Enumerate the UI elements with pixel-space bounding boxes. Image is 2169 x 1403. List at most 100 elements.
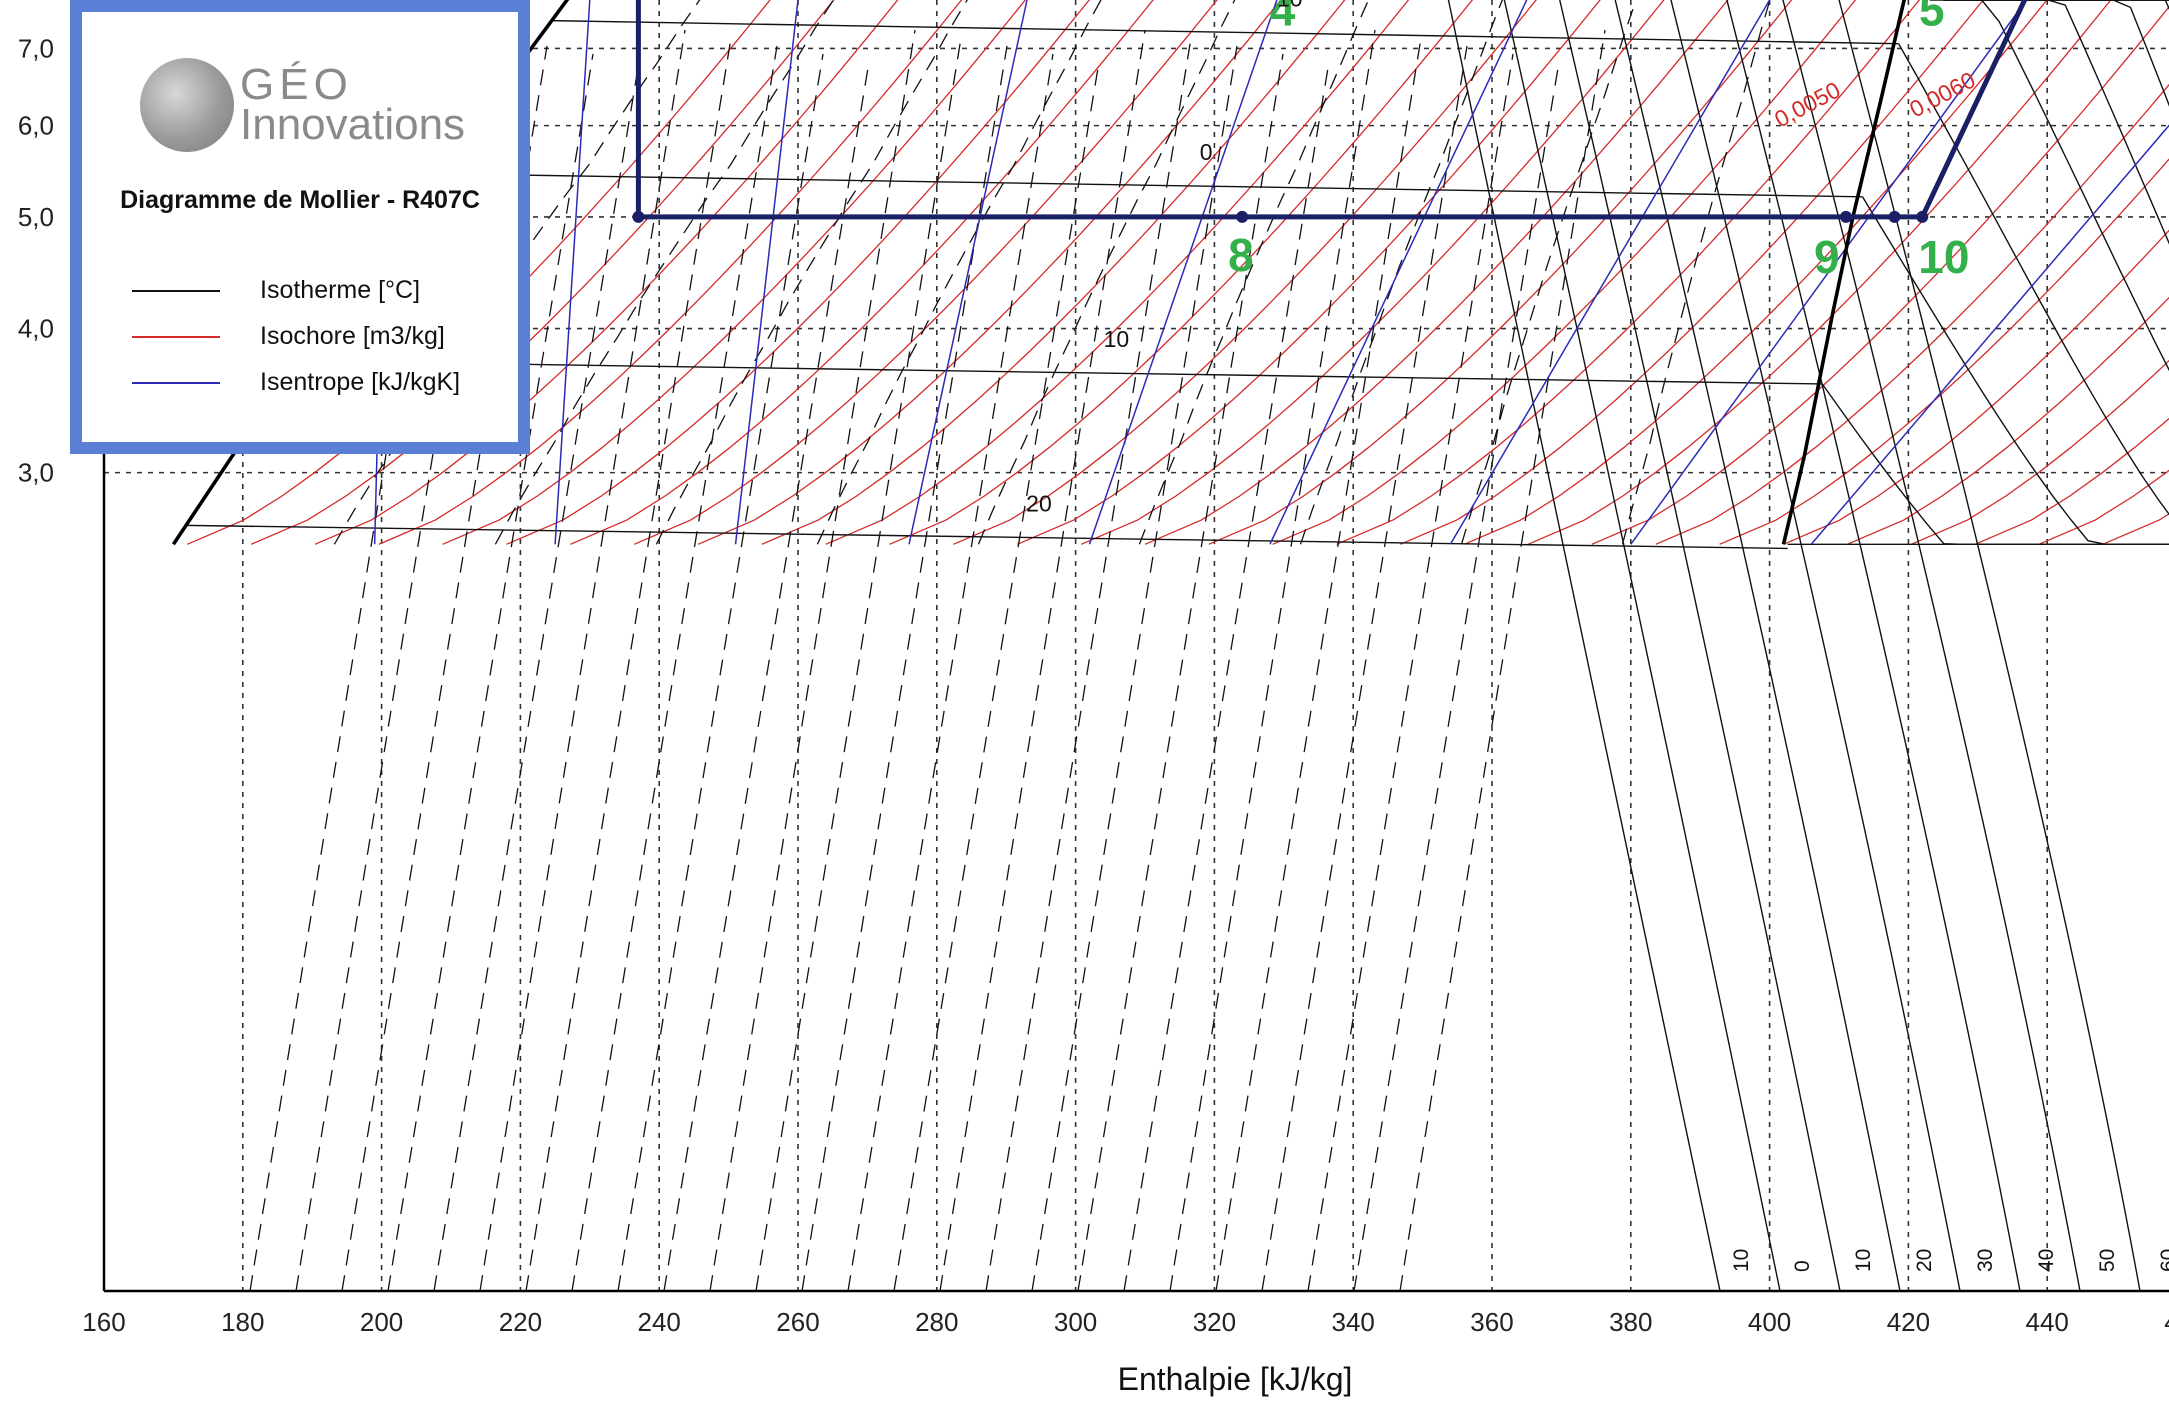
- cycle-marker-6: [632, 210, 645, 223]
- isotherm-line-7: [550, 19, 1899, 45]
- x-tick-label-13: 420: [1887, 1307, 1930, 1337]
- cycle-segment-5: [1920, 0, 2028, 218]
- y-tick-label-1: 4,0: [18, 314, 54, 344]
- isotherm-superheat-6: [1929, 0, 2169, 372]
- logo-text-bottom: Innovations: [240, 100, 466, 149]
- isochore-line-7: [633, 0, 1218, 545]
- dashed-guide-22: [1261, 45, 1468, 1292]
- x-tick-label-2: 200: [360, 1307, 403, 1337]
- isotherm-line-8: [439, 173, 1863, 198]
- isochore-line-9: [761, 0, 1346, 545]
- isochore-line-20: [1463, 0, 2048, 545]
- globe-icon: [140, 58, 234, 152]
- dashed-guide-6: [525, 37, 732, 1292]
- x-tick-label-0: 160: [82, 1307, 125, 1337]
- y-tick-label-0: 3,0: [18, 458, 54, 488]
- isochore-line-3: [378, 0, 963, 545]
- isotherm-label-10: 20: [1026, 490, 1052, 516]
- dashed-guide-18: [1077, 53, 1284, 1292]
- isochore-line-29: [2038, 469, 2169, 545]
- isotherms: [184, 0, 2169, 1292]
- x-tick-label-8: 320: [1193, 1307, 1236, 1337]
- vapor-isotherm-label-5: 40: [2035, 1249, 2058, 1272]
- vapor-isotherm-arc-4: [1670, 0, 1961, 1292]
- isotherm-label-8: 0: [1200, 139, 1213, 165]
- dashed-guide-1: [295, 37, 502, 1292]
- isochore-line-18: [1336, 0, 1921, 545]
- vapor-isotherm-arc-1: [1503, 0, 1781, 1292]
- vapor-isotherm-label-0: 10: [1730, 1249, 1753, 1272]
- dashed-guide-7: [571, 45, 778, 1292]
- vapor-isotherm-arc-5: [1726, 0, 2021, 1292]
- cycle-point-label-4: 4: [1270, 0, 1296, 36]
- dashed-guide-15: [939, 29, 1146, 1292]
- x-tick-label-1: 180: [221, 1307, 264, 1337]
- cycle-marker-9: [1888, 210, 1901, 223]
- isochore-line-22: [1591, 5, 2169, 545]
- vapor-isotherm-arc-6: [1782, 0, 2081, 1292]
- vapor-isotherm-label-4: 30: [1974, 1249, 1997, 1272]
- cycle-point-label-8: 8: [1228, 229, 1254, 281]
- dashed-guide-13: [847, 53, 1054, 1292]
- isochore-line-23: [1655, 83, 2169, 545]
- isentrope-line-3: [908, 0, 1028, 545]
- legend-entry-isotherm: Isotherme [°C]: [132, 276, 512, 306]
- isochore-line-4: [442, 0, 1027, 545]
- isentrope-line-8: [1810, 124, 2169, 545]
- isochore-line-16: [1208, 0, 1793, 545]
- y-tick-label-2: 5,0: [18, 202, 54, 232]
- x-tick-label-12: 400: [1748, 1307, 1791, 1337]
- isentrope-line-6: [1449, 0, 1771, 545]
- vapor-isotherm-arc-3: [1614, 0, 1901, 1292]
- isotherm-label-9: 10: [1104, 326, 1130, 352]
- isochore-line-15: [1144, 0, 1729, 545]
- legend-swatch-isentrope: [132, 382, 220, 384]
- quality-lines: [249, 0, 1771, 1292]
- refrigeration-cycle: 12345678910: [632, 0, 2028, 283]
- dashed-guide-16: [985, 37, 1192, 1292]
- cycle-point-label-5: 5: [1919, 0, 1945, 36]
- x-axis-title: Enthalpie [kJ/kg]: [1118, 1361, 1353, 1397]
- legend-swatch-isotherm: [132, 290, 220, 292]
- cycle-marker-7: [1236, 210, 1249, 223]
- isentrope-line-7: [1630, 0, 2027, 545]
- cycle-point-label-9: 9: [1814, 231, 1840, 283]
- legend-entry-isochore: Isochore [m3/kg]: [132, 322, 512, 352]
- isochore-line-6: [570, 0, 1154, 545]
- quality-line-9: [1621, 0, 1771, 545]
- x-tick-label-5: 260: [776, 1307, 819, 1337]
- isentrope-line-2: [734, 0, 799, 545]
- isotherm-label-7: 10: [1277, 0, 1303, 12]
- vapor-isotherm-arc-7: [1838, 0, 2141, 1292]
- vapor-isotherm-label-2: 10: [1852, 1249, 1875, 1272]
- x-tick-label-6: 280: [915, 1307, 958, 1337]
- dashed-guide-17: [1031, 45, 1238, 1292]
- chart-title: Diagramme de Mollier - R407C: [120, 186, 480, 214]
- x-tick-label-3: 220: [499, 1307, 542, 1337]
- isentrope-line-5: [1269, 0, 1528, 545]
- dashed-guide-10: [709, 29, 916, 1292]
- cycle-marker-10: [1916, 210, 1929, 223]
- legend-label-isochore: Isochore [m3/kg]: [260, 322, 445, 350]
- legend-box: GÉO Innovations Diagramme de Mollier - R…: [70, 0, 530, 454]
- isochore-line-2: [314, 0, 899, 545]
- logo-text-top: GÉO: [240, 60, 353, 109]
- x-tick-label-11: 380: [1609, 1307, 1652, 1337]
- legend-label-isentrope: Isentrope [kJ/kgK]: [260, 368, 461, 396]
- isochore-line-26: [1847, 296, 2169, 545]
- dashed-guide-20: [1169, 29, 1376, 1292]
- x-tick-label-9: 340: [1332, 1307, 1375, 1337]
- vapor-isotherm-arc-2: [1559, 0, 1841, 1292]
- geo-innovations-logo: GÉO Innovations: [140, 54, 500, 158]
- legend-label-isotherm: Isotherme [°C]: [260, 276, 421, 304]
- legend-swatch-isochore: [132, 336, 220, 338]
- dashed-guide-3: [387, 53, 594, 1292]
- vapor-isotherm-label-6: 50: [2096, 1249, 2119, 1272]
- dashed-guide-23: [1307, 53, 1514, 1292]
- y-tick-label-3: 6,0: [18, 111, 54, 141]
- isochore-line-12: [953, 0, 1537, 545]
- quality-line-6: [1138, 0, 1370, 545]
- isochore-line-1: [250, 0, 835, 545]
- isotherm-superheat-7: [1897, 43, 2169, 516]
- dashed-guide-25: [1399, 29, 1606, 1292]
